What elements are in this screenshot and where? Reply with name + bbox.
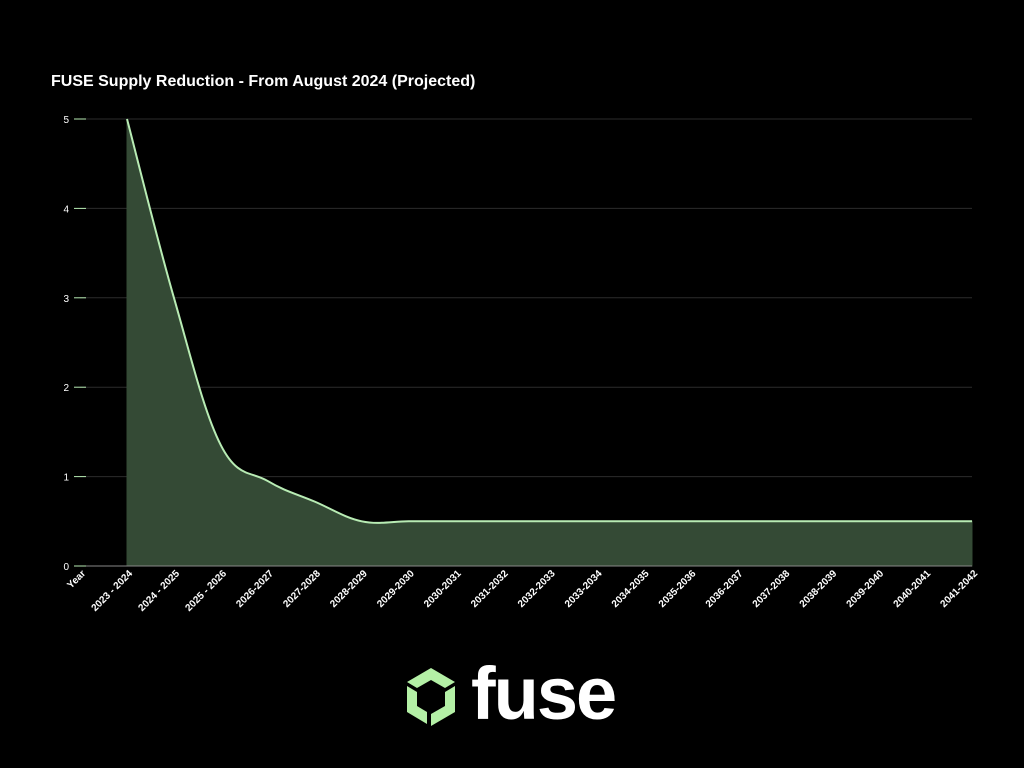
x-tick-label: 2036-2037 (704, 568, 746, 610)
fuse-logo-mark-icon (407, 668, 455, 726)
gridlines (80, 118, 972, 478)
chart-title: FUSE Supply Reduction - From August 2024… (51, 73, 476, 90)
x-tick-label: 2028-2029 (328, 568, 370, 610)
area-chart: 0 1 2 3 4 5 Year 2023 - 2024 2024 - 2025 2025 - … (63, 115, 980, 614)
y-tick-label: 0 (63, 562, 69, 573)
x-tick-label: 2034-2035 (610, 568, 652, 610)
y-tick-label: 4 (63, 204, 69, 215)
x-tick-label: 2039-2040 (845, 568, 887, 610)
y-tick-label: 3 (63, 294, 69, 305)
y-tick-label: 1 (63, 473, 69, 484)
x-axis-ticks: Year 2023 - 2024 2024 - 2025 2025 - 2026 202… (65, 568, 980, 614)
y-tick-label: 5 (63, 115, 69, 126)
y-axis-ticks: 0 1 2 3 4 5 (63, 115, 86, 573)
x-tick-label: 2035-2036 (657, 568, 699, 610)
series-area-fill (126, 118, 973, 567)
x-tick-label: 2031-2032 (469, 568, 511, 610)
x-tick-label: 2027-2028 (281, 568, 323, 610)
x-tick-label: 2024 - 2025 (137, 568, 183, 614)
fuse-logo-text: fuse (471, 652, 617, 735)
x-tick-label: 2032-2033 (516, 568, 558, 610)
fuse-logo: fuse (403, 657, 633, 734)
x-tick-label: 2038-2039 (798, 568, 840, 610)
series-line (126, 118, 972, 524)
x-tick-label: 2025 - 2026 (183, 568, 229, 614)
x-tick-label: 2040-2041 (892, 568, 934, 610)
x-tick-label: 2033-2034 (563, 568, 605, 610)
x-tick-label: 2037-2038 (751, 568, 793, 610)
x-tick-label: 2026-2027 (234, 568, 276, 610)
x-tick-label: 2041-2042 (939, 568, 981, 610)
x-tick-label: 2030-2031 (422, 568, 464, 610)
x-tick-label: 2029-2030 (375, 568, 417, 610)
y-tick-label: 2 (63, 383, 69, 394)
x-tick-label: 2023 - 2024 (90, 568, 136, 614)
